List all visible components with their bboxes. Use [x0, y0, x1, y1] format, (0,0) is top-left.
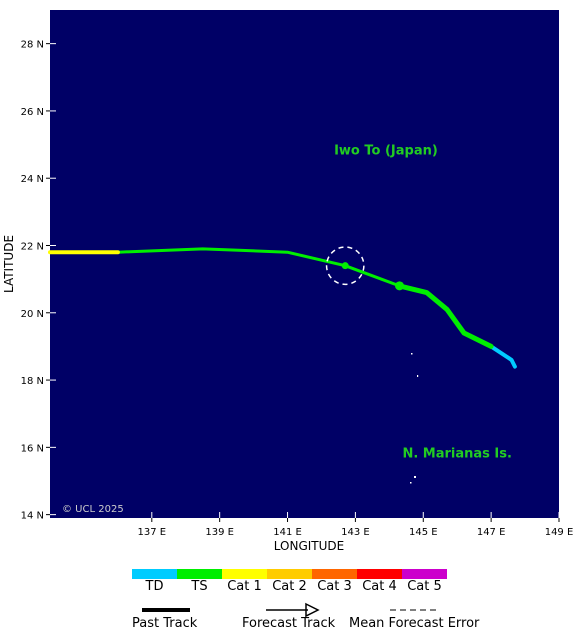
legend-label-cat-5: Cat 5 [407, 579, 442, 594]
copyright-text: © UCL 2025 [62, 504, 124, 515]
forecast-point-marker [395, 281, 405, 291]
mean-error-label: Mean Forecast Error [349, 616, 480, 631]
place-labels: Iwo To (Japan) N. Marianas Is. [334, 144, 512, 462]
legend-label-cat-2: Cat 2 [272, 579, 307, 594]
y-axis-label: LATITUDE [2, 235, 16, 293]
y-tick-label: 14 N [21, 511, 44, 522]
y-tick-label: 18 N [21, 376, 44, 387]
x-tick-label: 145 E [409, 527, 438, 538]
legend-label-cat-1: Cat 1 [227, 579, 262, 594]
legend-swatch-cat-5 [402, 569, 447, 579]
legend-label-cat-4: Cat 4 [362, 579, 397, 594]
y-tick-label: 24 N [21, 174, 44, 185]
forecast-track-label: Forecast Track [242, 616, 336, 631]
x-axis-label: LONGITUDE [274, 539, 344, 553]
category-legend-labels: TD TS Cat 1 Cat 2 Cat 3 Cat 4 Cat 5 [132, 579, 447, 594]
past-track-label: Past Track [132, 616, 198, 631]
y-tick-label: 22 N [21, 241, 44, 252]
y-tick-label: 20 N [21, 309, 44, 320]
track-segment-td [489, 344, 517, 369]
legend-swatch-cat-1 [222, 569, 267, 579]
legend-swatch-td [132, 569, 177, 579]
y-tick-label: 16 N [21, 443, 44, 454]
forecast-arrowhead-icon [305, 602, 320, 618]
place-label: N. Marianas Is. [402, 446, 512, 461]
y-tick-label: 26 N [21, 107, 44, 118]
track-key: Past Track Forecast Track Mean Forecast … [0, 600, 580, 636]
mean-error-circle [325, 246, 365, 286]
current-position-marker [341, 262, 349, 270]
island-dot [417, 375, 419, 377]
legend-swatch-cat-4 [357, 569, 402, 579]
island-dot [414, 476, 416, 478]
x-tick-label: 139 E [205, 527, 234, 538]
x-tick-label: 147 E [477, 527, 506, 538]
islands-layer [410, 353, 419, 484]
legend-swatch-cat-3 [312, 569, 357, 579]
ocean-background [50, 10, 559, 518]
x-tick-label: 137 E [138, 527, 167, 538]
x-tick-label: 143 E [341, 527, 370, 538]
island-dot [410, 482, 412, 484]
category-legend-bar [132, 569, 447, 579]
x-tick-label: 141 E [273, 527, 302, 538]
axis-ticks: 137 E 139 E 141 E 143 E 145 E 147 E 149 E 14 N 1… [21, 40, 574, 538]
legend-label-ts: TS [191, 579, 208, 594]
legend-swatch-ts [177, 569, 222, 579]
x-tick-label: 149 E [545, 527, 574, 538]
island-dot [411, 353, 413, 355]
place-label: Iwo To (Japan) [334, 144, 438, 159]
forecast-track-ts [397, 283, 494, 349]
legend-label-cat-3: Cat 3 [317, 579, 352, 594]
legend-swatch-cat-2 [267, 569, 312, 579]
legend-label-td: TD [145, 579, 164, 594]
y-tick-label: 28 N [21, 40, 44, 51]
storm-track [48, 246, 517, 369]
track-key-glyphs [142, 602, 436, 618]
